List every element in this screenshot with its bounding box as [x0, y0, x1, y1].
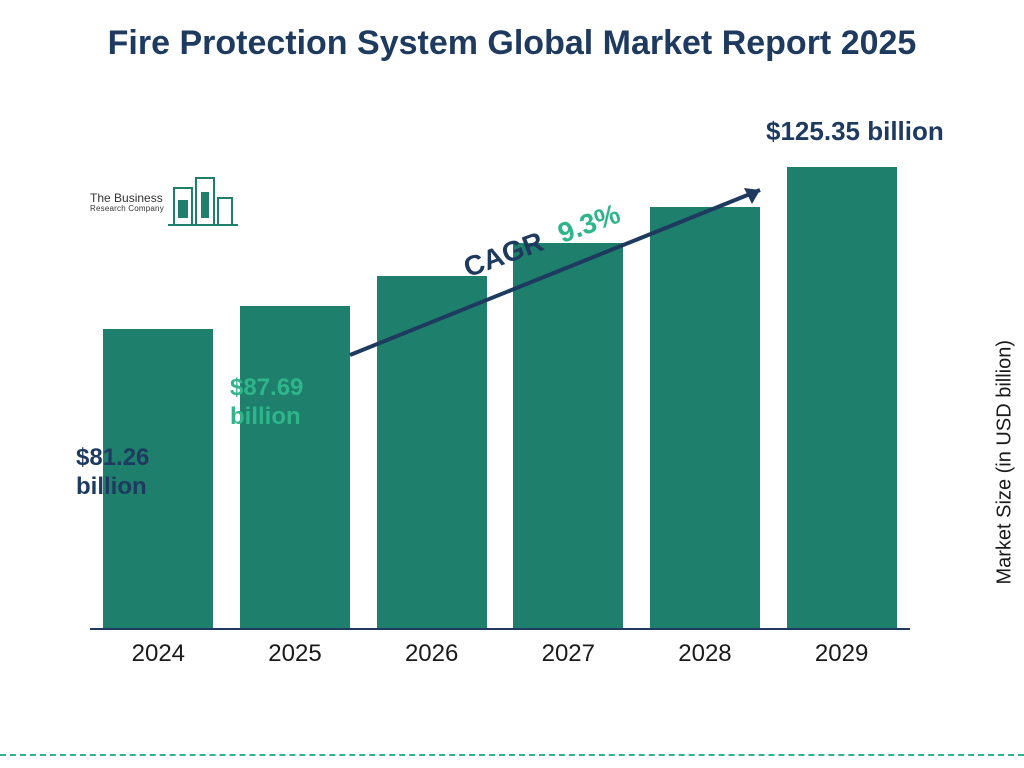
bottom-divider — [0, 754, 1024, 756]
chart-title: Fire Protection System Global Market Rep… — [0, 22, 1024, 65]
callout-2029-value: $125.35 billion — [766, 116, 944, 147]
y-axis-label: Market Size (in USD billion) — [994, 340, 1017, 585]
bar-2029 — [787, 167, 897, 628]
x-label-2025: 2025 — [240, 634, 350, 668]
x-label-2026: 2026 — [377, 634, 487, 668]
bar-rect-2029 — [787, 167, 897, 628]
x-label-2024: 2024 — [103, 634, 213, 668]
x-label-2027: 2027 — [513, 634, 623, 668]
x-label-2029: 2029 — [787, 634, 897, 668]
cagr-arrow-icon — [340, 170, 780, 370]
x-axis-labels: 2024 2025 2026 2027 2028 2029 — [90, 634, 910, 670]
x-label-2028: 2028 — [650, 634, 760, 668]
bar-rect-2025 — [240, 306, 350, 628]
bar-2025 — [240, 306, 350, 628]
cagr-annotation: CAGR 9.3% — [340, 170, 780, 370]
callout-2024-value: $81.26 billion — [76, 444, 196, 502]
x-axis-baseline — [90, 628, 910, 630]
callout-2025-value: $87.69 billion — [230, 374, 350, 432]
